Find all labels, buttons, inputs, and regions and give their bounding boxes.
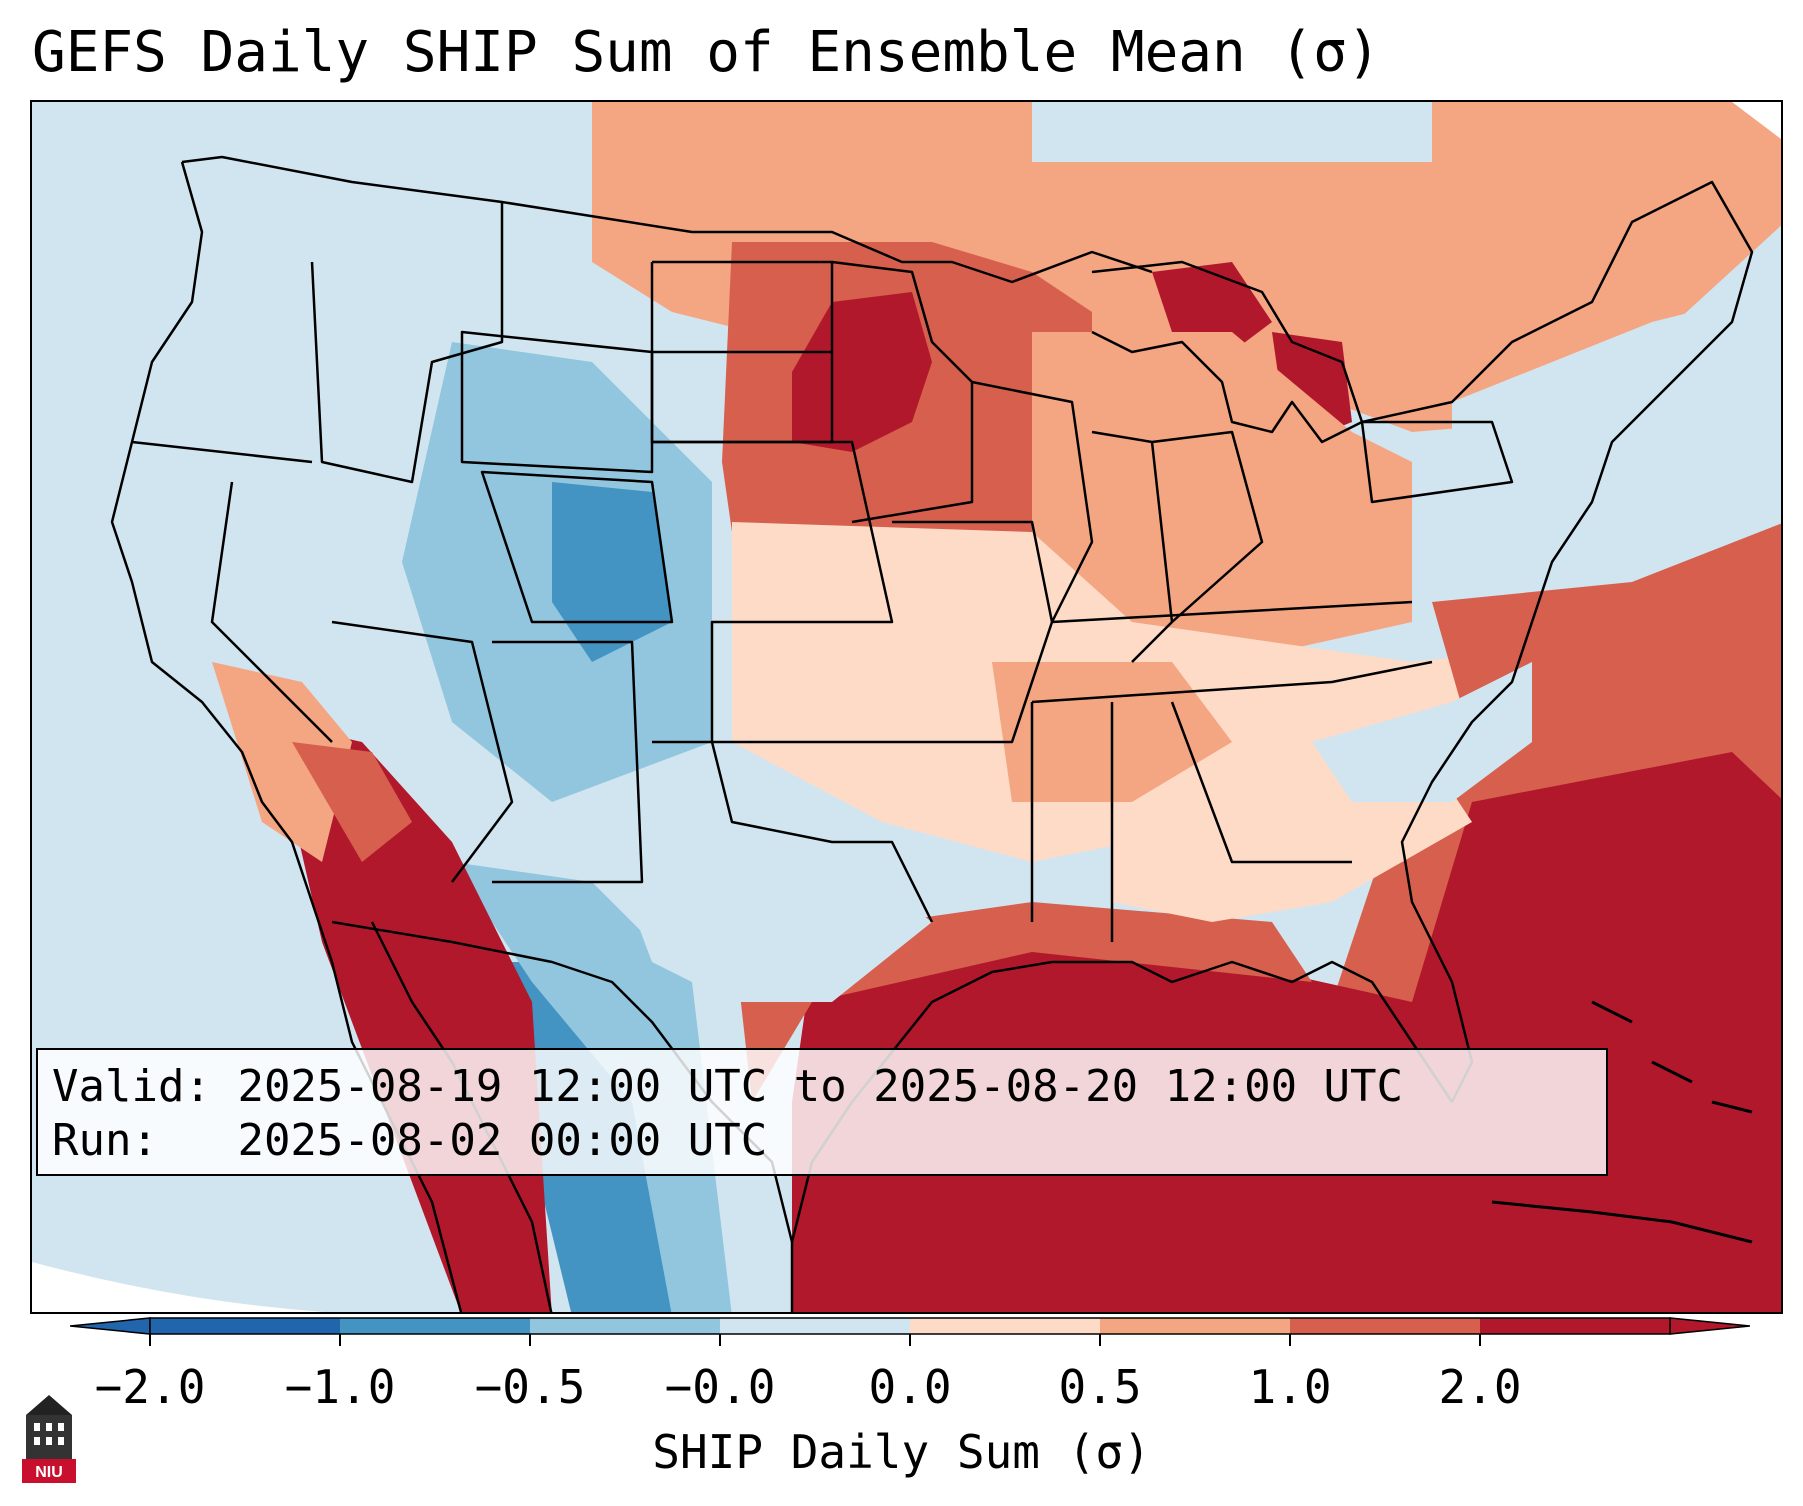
caribbean-islands — [1491, 1000, 1753, 1244]
cuba — [1491, 1200, 1753, 1244]
anomaly-region-canada-north — [592, 102, 1781, 432]
border-tx — [652, 740, 934, 923]
anomaly-region-atlantic-core — [1412, 752, 1781, 1312]
valid-label: Valid: — [52, 1061, 211, 1112]
valid-value: 2025-08-19 12:00 UTC to 2025-08-20 12:00… — [237, 1061, 1404, 1112]
colorbar-extend-high — [1669, 1317, 1750, 1335]
border-co-ks — [480, 470, 674, 624]
university-building-icon: NIU — [22, 1395, 76, 1483]
bahamas — [1591, 1000, 1753, 1114]
anomaly-region-dakotas-core — [792, 292, 932, 452]
border-id-mt — [310, 202, 504, 484]
colorbar-extend-low — [70, 1317, 151, 1335]
border-nm — [492, 640, 644, 884]
colorbar-tick-label: 0.5 — [1058, 1360, 1142, 1414]
colorbar-segment — [910, 1318, 1101, 1334]
great-lakes-outline — [1091, 260, 1364, 444]
border-ut-az — [331, 620, 514, 883]
anomaly-region-northeast — [1452, 302, 1781, 542]
colorbar-tick-label: −0.0 — [664, 1360, 776, 1414]
colorbar-segment — [720, 1318, 911, 1334]
anomaly-region-baja-band — [452, 862, 732, 1312]
border-ms-al-ga — [1030, 701, 1352, 942]
border-wi-il — [971, 380, 1094, 623]
colorbar-tick-label: −2.0 — [94, 1360, 206, 1414]
anomaly-region-texas-interior — [622, 862, 932, 1002]
colorbar-segment — [1100, 1318, 1291, 1334]
anomaly-region-great-lakes — [1032, 332, 1412, 662]
colorbar-segment — [530, 1318, 721, 1334]
coastlines-and-borders — [110, 155, 1754, 1312]
valid-row: Valid: 2025-08-19 12:00 UTC to 2025-08-2… — [52, 1060, 1606, 1114]
border-ky-tn — [1031, 600, 1433, 704]
border-ne-ks-ok — [652, 440, 894, 744]
border-nv-ca — [210, 481, 333, 743]
us-west-coast — [110, 161, 334, 963]
anomaly-region-southern-california — [292, 742, 412, 862]
chart-title: GEFS Daily SHIP Sum of Ensemble Mean (σ) — [32, 20, 1381, 85]
colorbar — [70, 1317, 1750, 1346]
border-pa-ny — [1360, 420, 1514, 504]
colorbar-segment — [1290, 1318, 1481, 1334]
run-label: Run: — [52, 1115, 158, 1166]
east-coast — [1361, 180, 1754, 1103]
projection-corner-bottom-left — [32, 1262, 324, 1312]
us-canada-border — [181, 155, 1153, 284]
colorbar-label: SHIP Daily Sum (σ) — [652, 1425, 1151, 1479]
colorbar-tick-label: 2.0 — [1438, 1360, 1522, 1414]
colorbar-tick-label: −1.0 — [284, 1360, 396, 1414]
colorbar-segment — [1480, 1318, 1671, 1334]
colorbar-tick-label: 1.0 — [1248, 1360, 1332, 1414]
logo-text: NIU — [35, 1464, 63, 1481]
colorbar-segment — [340, 1318, 531, 1334]
colorbar-segment — [150, 1318, 341, 1334]
run-row: Run: 2025-08-02 00:00 UTC — [52, 1114, 1606, 1168]
run-value: 2025-08-02 00:00 UTC — [237, 1115, 768, 1166]
valid-run-info-box: Valid: 2025-08-19 12:00 UTC to 2025-08-2… — [36, 1048, 1608, 1176]
colorbar-tick-label: −0.5 — [474, 1360, 586, 1414]
border-wy — [460, 330, 654, 474]
anomaly-region-colorado-core — [552, 482, 672, 662]
anomaly-region-carolinas — [1312, 662, 1532, 802]
anomaly-region-california-coast — [212, 662, 352, 862]
border-mn-ia — [831, 260, 974, 524]
colorbar-tick-label: 0.0 — [868, 1360, 952, 1414]
border-wa-or — [131, 440, 313, 464]
border-in-oh — [1091, 430, 1264, 663]
